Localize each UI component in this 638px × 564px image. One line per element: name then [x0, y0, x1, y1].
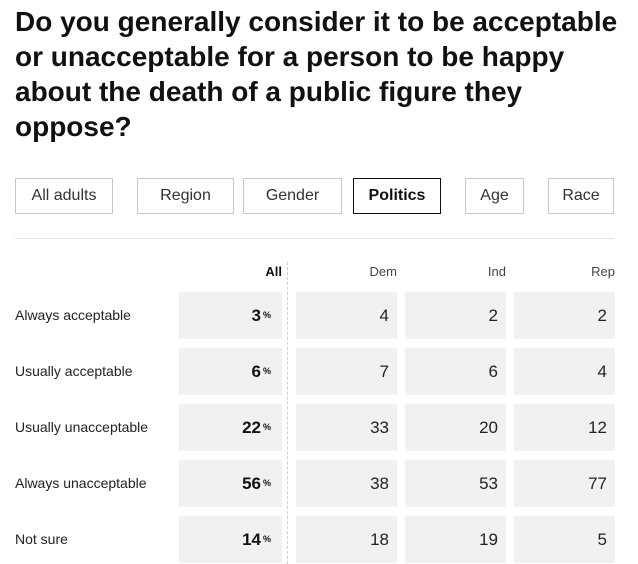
cell-value: 38: [370, 473, 389, 493]
cell-value: 14: [242, 529, 261, 549]
cell-value: 22: [242, 417, 261, 437]
percent-sign: %: [262, 477, 271, 488]
table-cell: 33: [296, 404, 397, 451]
table-cell: 22%: [179, 404, 282, 451]
table-cell: 56%: [179, 460, 282, 507]
table-cell: 6%: [179, 348, 282, 395]
cell-value: 6: [251, 361, 261, 381]
cell-value: 18: [370, 529, 389, 549]
table-cell: 5: [514, 516, 615, 563]
cell-value: 77: [588, 473, 607, 493]
cell-value: 2: [488, 305, 498, 325]
column-header-ind: Ind: [487, 264, 506, 279]
table-cell: 14%: [179, 516, 282, 563]
table-cell: 38: [296, 460, 397, 507]
table-cell: 20: [405, 404, 506, 451]
cell-value: 33: [370, 417, 389, 437]
question-title: Do you generally consider it to be accep…: [15, 6, 618, 142]
crosstab-tabs: All adults Region Gender Politics Age Ra…: [15, 178, 614, 214]
tab-gender[interactable]: Gender: [243, 178, 342, 214]
table-cell: 12: [514, 404, 615, 451]
cell-value: 3: [251, 305, 261, 325]
cell-value: 56: [242, 473, 261, 493]
table-cell: 3%: [179, 292, 282, 339]
table-cell: 2: [405, 292, 506, 339]
cell-value: 12: [588, 417, 607, 437]
cell-value: 19: [479, 529, 498, 549]
cell-value: 20: [479, 417, 498, 437]
column-header-all: All: [265, 264, 282, 279]
tab-race[interactable]: Race: [548, 178, 614, 214]
percent-sign: %: [262, 421, 271, 432]
cell-value: 53: [479, 473, 498, 493]
row-label: Usually acceptable: [15, 363, 133, 379]
row-label: Not sure: [15, 531, 68, 547]
cell-value: 4: [379, 305, 389, 325]
cell-value: 5: [597, 529, 607, 549]
percent-sign: %: [262, 365, 271, 376]
table-cell: 2: [514, 292, 615, 339]
column-header-dem: Dem: [369, 264, 397, 279]
row-label: Always unacceptable: [15, 475, 147, 491]
table-cell: 6: [405, 348, 506, 395]
column-header-rep: Rep: [591, 264, 615, 279]
percent-sign: %: [262, 309, 271, 320]
table-cell: 7: [296, 348, 397, 395]
tab-age[interactable]: Age: [465, 178, 524, 214]
tab-all-adults[interactable]: All adults: [15, 178, 113, 214]
table-cell: 53: [405, 460, 506, 507]
tab-region[interactable]: Region: [137, 178, 234, 214]
tab-politics[interactable]: Politics: [353, 178, 441, 214]
table-cell: 4: [514, 348, 615, 395]
divider: [15, 238, 614, 239]
table-cell: 19: [405, 516, 506, 563]
cell-value: 6: [488, 361, 498, 381]
cell-value: 7: [379, 361, 389, 381]
row-label: Usually unacceptable: [15, 419, 149, 435]
table-cell: 4: [296, 292, 397, 339]
cell-value: 2: [597, 305, 607, 325]
all-column-separator: [287, 262, 288, 564]
cell-value: 4: [597, 361, 607, 381]
table-cell: 77: [514, 460, 615, 507]
row-label: Always acceptable: [15, 307, 131, 323]
percent-sign: %: [262, 533, 271, 544]
table-cell: 18: [296, 516, 397, 563]
